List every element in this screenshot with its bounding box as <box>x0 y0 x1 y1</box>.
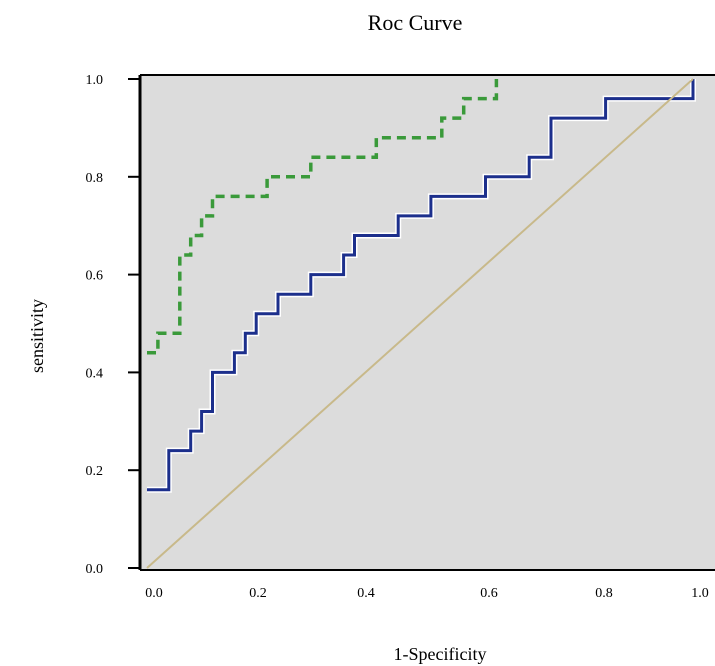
y-tick-label: 0.6 <box>86 269 104 284</box>
x-tick-label: 1.0 <box>691 586 709 601</box>
y-tick-label: 0.8 <box>86 171 104 186</box>
x-tick-label: 0.6 <box>480 586 498 601</box>
roc-series-solid-line <box>147 79 695 492</box>
y-tick-label: 0.4 <box>86 366 104 381</box>
x-tick-label: 0.0 <box>145 586 163 601</box>
y-tick-label: 0.2 <box>86 464 104 479</box>
chart-title: Roc Curve <box>368 10 463 35</box>
y-tick-label: 1.0 <box>86 73 104 88</box>
roc-series-dashed-line <box>147 79 499 355</box>
axis-ticks: 0.0 0.2 0.4 0.6 0.8 1.0 0.0 0.2 0.4 0.6 0.8 1.0 <box>86 73 709 601</box>
y-tick-label: 0.0 <box>86 562 104 577</box>
x-tick-label: 0.8 <box>595 586 613 601</box>
y-axis-title: sensitivity <box>27 299 47 373</box>
x-tick-label: 0.2 <box>249 586 267 601</box>
series-layer <box>146 78 696 569</box>
reference-diagonal-line <box>146 78 694 569</box>
x-axis-title: 1-Specificity <box>394 644 487 664</box>
x-tick-label: 0.4 <box>357 586 375 601</box>
